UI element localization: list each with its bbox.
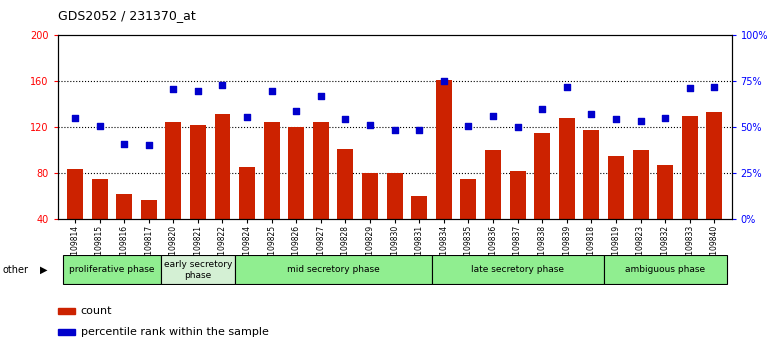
- Point: [315, 93, 327, 99]
- Bar: [411, 196, 427, 219]
- Bar: [632, 150, 648, 219]
- Point: [684, 85, 696, 91]
- Point: [585, 111, 598, 116]
- Point: [511, 125, 524, 130]
- Point: [437, 79, 450, 84]
- Bar: [362, 173, 378, 219]
- Text: mid secretory phase: mid secretory phase: [286, 266, 380, 274]
- Text: GDS2052 / 231370_at: GDS2052 / 231370_at: [58, 9, 196, 22]
- Bar: [263, 122, 280, 219]
- FancyBboxPatch shape: [604, 256, 727, 284]
- Bar: [436, 80, 452, 219]
- Point: [610, 116, 622, 122]
- Point: [487, 113, 499, 119]
- Text: other: other: [2, 265, 28, 275]
- Point: [561, 84, 573, 90]
- Point: [388, 127, 400, 132]
- Bar: [288, 127, 304, 219]
- Bar: [608, 156, 624, 219]
- Point: [340, 116, 352, 122]
- Bar: [190, 125, 206, 219]
- Point: [364, 122, 377, 128]
- FancyBboxPatch shape: [431, 256, 604, 284]
- Point: [118, 141, 130, 147]
- Bar: [657, 165, 673, 219]
- Text: early secretory
phase: early secretory phase: [164, 260, 232, 280]
- Bar: [387, 173, 403, 219]
- Bar: [67, 169, 83, 219]
- Point: [192, 88, 204, 93]
- Bar: [534, 133, 550, 219]
- Bar: [141, 200, 157, 219]
- Point: [659, 115, 671, 121]
- FancyBboxPatch shape: [62, 256, 161, 284]
- Text: ambiguous phase: ambiguous phase: [625, 266, 705, 274]
- Point: [290, 108, 303, 114]
- Point: [462, 124, 474, 129]
- Point: [241, 114, 253, 120]
- FancyBboxPatch shape: [161, 256, 235, 284]
- Point: [634, 118, 647, 123]
- Point: [167, 87, 179, 92]
- Point: [413, 127, 425, 132]
- Bar: [313, 122, 329, 219]
- Point: [708, 84, 721, 90]
- Bar: [239, 166, 255, 219]
- Text: late secretory phase: late secretory phase: [471, 266, 564, 274]
- Bar: [681, 116, 698, 219]
- Point: [69, 115, 81, 121]
- Bar: [706, 113, 722, 219]
- Bar: [460, 179, 477, 219]
- Point: [536, 106, 548, 112]
- Text: proliferative phase: proliferative phase: [69, 266, 155, 274]
- FancyBboxPatch shape: [235, 256, 431, 284]
- Bar: [584, 130, 599, 219]
- Point: [216, 82, 229, 88]
- Point: [142, 142, 155, 148]
- Bar: [215, 114, 230, 219]
- Bar: [485, 150, 501, 219]
- Text: ▶: ▶: [40, 265, 48, 275]
- Bar: [92, 179, 108, 219]
- Bar: [166, 122, 181, 219]
- Text: count: count: [81, 306, 112, 316]
- Bar: [337, 149, 353, 219]
- Text: percentile rank within the sample: percentile rank within the sample: [81, 327, 269, 337]
- Point: [93, 124, 105, 129]
- Bar: [510, 171, 526, 219]
- Bar: [116, 194, 132, 219]
- Point: [266, 88, 278, 93]
- Bar: [559, 118, 574, 219]
